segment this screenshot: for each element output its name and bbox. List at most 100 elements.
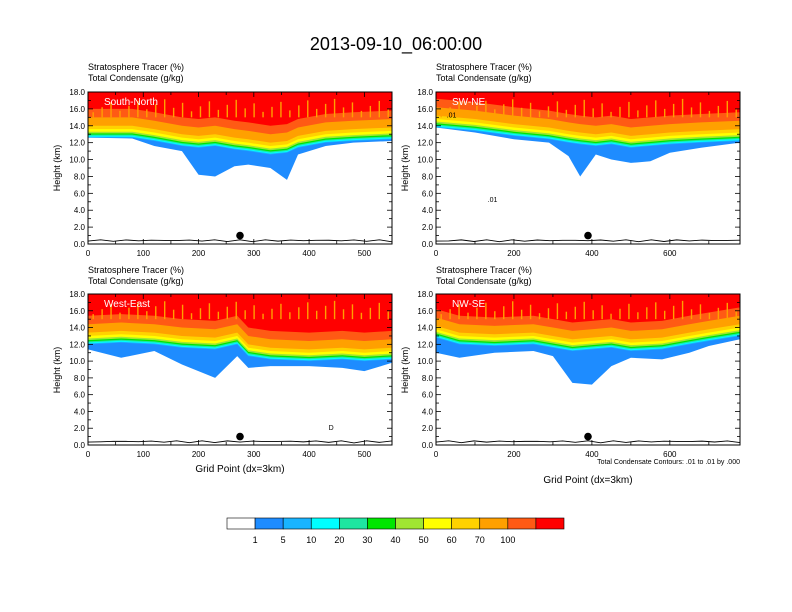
y-tick-label: 18.0	[417, 88, 433, 97]
tracer-streak	[619, 308, 621, 320]
y-tick-label: 16.0	[69, 105, 85, 114]
tracer-streak	[289, 110, 291, 118]
y-tick-label: 14.0	[69, 324, 85, 333]
y-tick-label: 4.0	[422, 206, 434, 215]
contour-label: .01	[447, 112, 457, 119]
tracer-streak	[646, 105, 648, 118]
tracer-streak	[556, 303, 559, 320]
colorbar-swatch	[451, 517, 481, 530]
colorbar-label: 100	[500, 535, 515, 545]
tracer-streak	[146, 311, 148, 320]
y-tick-label: 18.0	[417, 290, 433, 299]
tracer-streak	[529, 304, 532, 320]
y-tick-label: 2.0	[74, 223, 86, 232]
y-tick-label: 0.0	[74, 441, 86, 450]
tracer-streak	[128, 307, 130, 320]
colorbar-label: 10	[306, 535, 316, 545]
y-tick-label: 2.0	[422, 424, 434, 433]
x-tick-label: 500	[358, 450, 372, 459]
tracer-streak	[387, 109, 389, 118]
x-tick-label: 500	[358, 249, 372, 258]
y-tick-label: 16.0	[417, 307, 433, 316]
tracer-streak	[199, 308, 202, 320]
tracer-streak	[708, 312, 711, 320]
tracer-streak	[592, 108, 594, 118]
tracer-streak	[244, 310, 246, 320]
tracer-streak	[324, 305, 327, 320]
y-tick-label: 16.0	[417, 105, 433, 114]
colorbar-swatch	[535, 517, 565, 530]
x-tick-label: 200	[192, 249, 206, 258]
tracer-streak	[333, 300, 336, 320]
tracer-streak	[574, 306, 576, 320]
panel-label: West-East	[104, 299, 150, 310]
y-tick-label: 10.0	[69, 156, 85, 165]
tracer-streak	[485, 302, 487, 320]
tracer-streak	[190, 111, 193, 118]
y-tick-label: 0.0	[422, 441, 434, 450]
tracer-streak	[289, 312, 291, 320]
colorbar-label: 1	[253, 535, 258, 545]
y-axis-label: Height (km)	[400, 145, 410, 192]
panel-title-line2: Total Condensate (g/kg)	[88, 276, 184, 286]
tracer-streak	[262, 111, 264, 118]
tracer-streak	[699, 102, 702, 118]
tracer-streak	[378, 302, 380, 320]
tracer-streak	[538, 111, 541, 118]
y-tick-label: 10.0	[69, 357, 85, 366]
tracer-streak	[646, 307, 648, 320]
tracer-streak	[92, 112, 94, 118]
contour-note: Total Condensate Contours: .01 to .01 by…	[597, 459, 740, 466]
tracer-streak	[538, 313, 541, 320]
x-tick-label: 200	[192, 450, 206, 459]
tracer-streak	[440, 112, 442, 118]
tracer-streak	[342, 107, 345, 118]
y-tick-label: 2.0	[422, 223, 434, 232]
tracer-streak	[235, 301, 237, 320]
tracer-streak	[664, 310, 666, 320]
tracer-streak	[601, 305, 603, 320]
tracer-streak	[137, 100, 139, 118]
tracer-streak	[253, 305, 255, 320]
tracer-streak	[181, 304, 184, 320]
panel-title-line2: Total Condensate (g/kg)	[436, 276, 532, 286]
tracer-streak	[512, 301, 514, 320]
colorbar-swatch	[226, 517, 256, 530]
y-tick-label: 10.0	[417, 156, 433, 165]
tracer-streak	[583, 301, 585, 320]
tracer-streak	[280, 101, 282, 118]
tracer-streak	[119, 312, 121, 320]
tracer-streak	[672, 103, 675, 118]
tracer-streak	[164, 99, 166, 118]
colorbar-label: 20	[334, 535, 344, 545]
y-tick-label: 4.0	[422, 407, 434, 416]
y-tick-label: 14.0	[417, 324, 433, 333]
panel-title-line1: Stratosphere Tracer (%)	[88, 265, 184, 275]
tracer-streak	[128, 105, 130, 118]
tracer-streak	[172, 107, 175, 118]
colorbar-swatch	[282, 517, 312, 530]
x-tick-label: 0	[434, 249, 439, 258]
tracer-streak	[110, 304, 112, 320]
tracer-streak	[110, 102, 112, 118]
tracer-streak	[717, 105, 720, 118]
panel-title-line1: Stratosphere Tracer (%)	[436, 62, 532, 72]
x-tick-label: 0	[86, 450, 91, 459]
tracer-streak	[503, 104, 505, 118]
tracer-streak	[547, 106, 550, 118]
y-tick-label: 12.0	[417, 340, 433, 349]
tracer-streak	[565, 311, 568, 320]
tracer-streak	[726, 302, 728, 320]
panel-sw-ne: Stratosphere Tracer (%) Total Condensate…	[400, 62, 741, 258]
tracer-streak	[217, 311, 220, 320]
tracer-streak	[280, 303, 282, 320]
x-tick-label: 300	[247, 450, 261, 459]
tracer-streak	[655, 100, 657, 118]
panel-south-north: Stratosphere Tracer (%) Total Condensate…	[52, 62, 393, 258]
colorbar-swatch	[507, 517, 537, 530]
y-tick-label: 12.0	[69, 340, 85, 349]
tracer-streak	[520, 107, 523, 118]
condensate-contour	[436, 239, 740, 243]
tracer-streak	[565, 109, 568, 118]
location-marker	[584, 432, 592, 441]
